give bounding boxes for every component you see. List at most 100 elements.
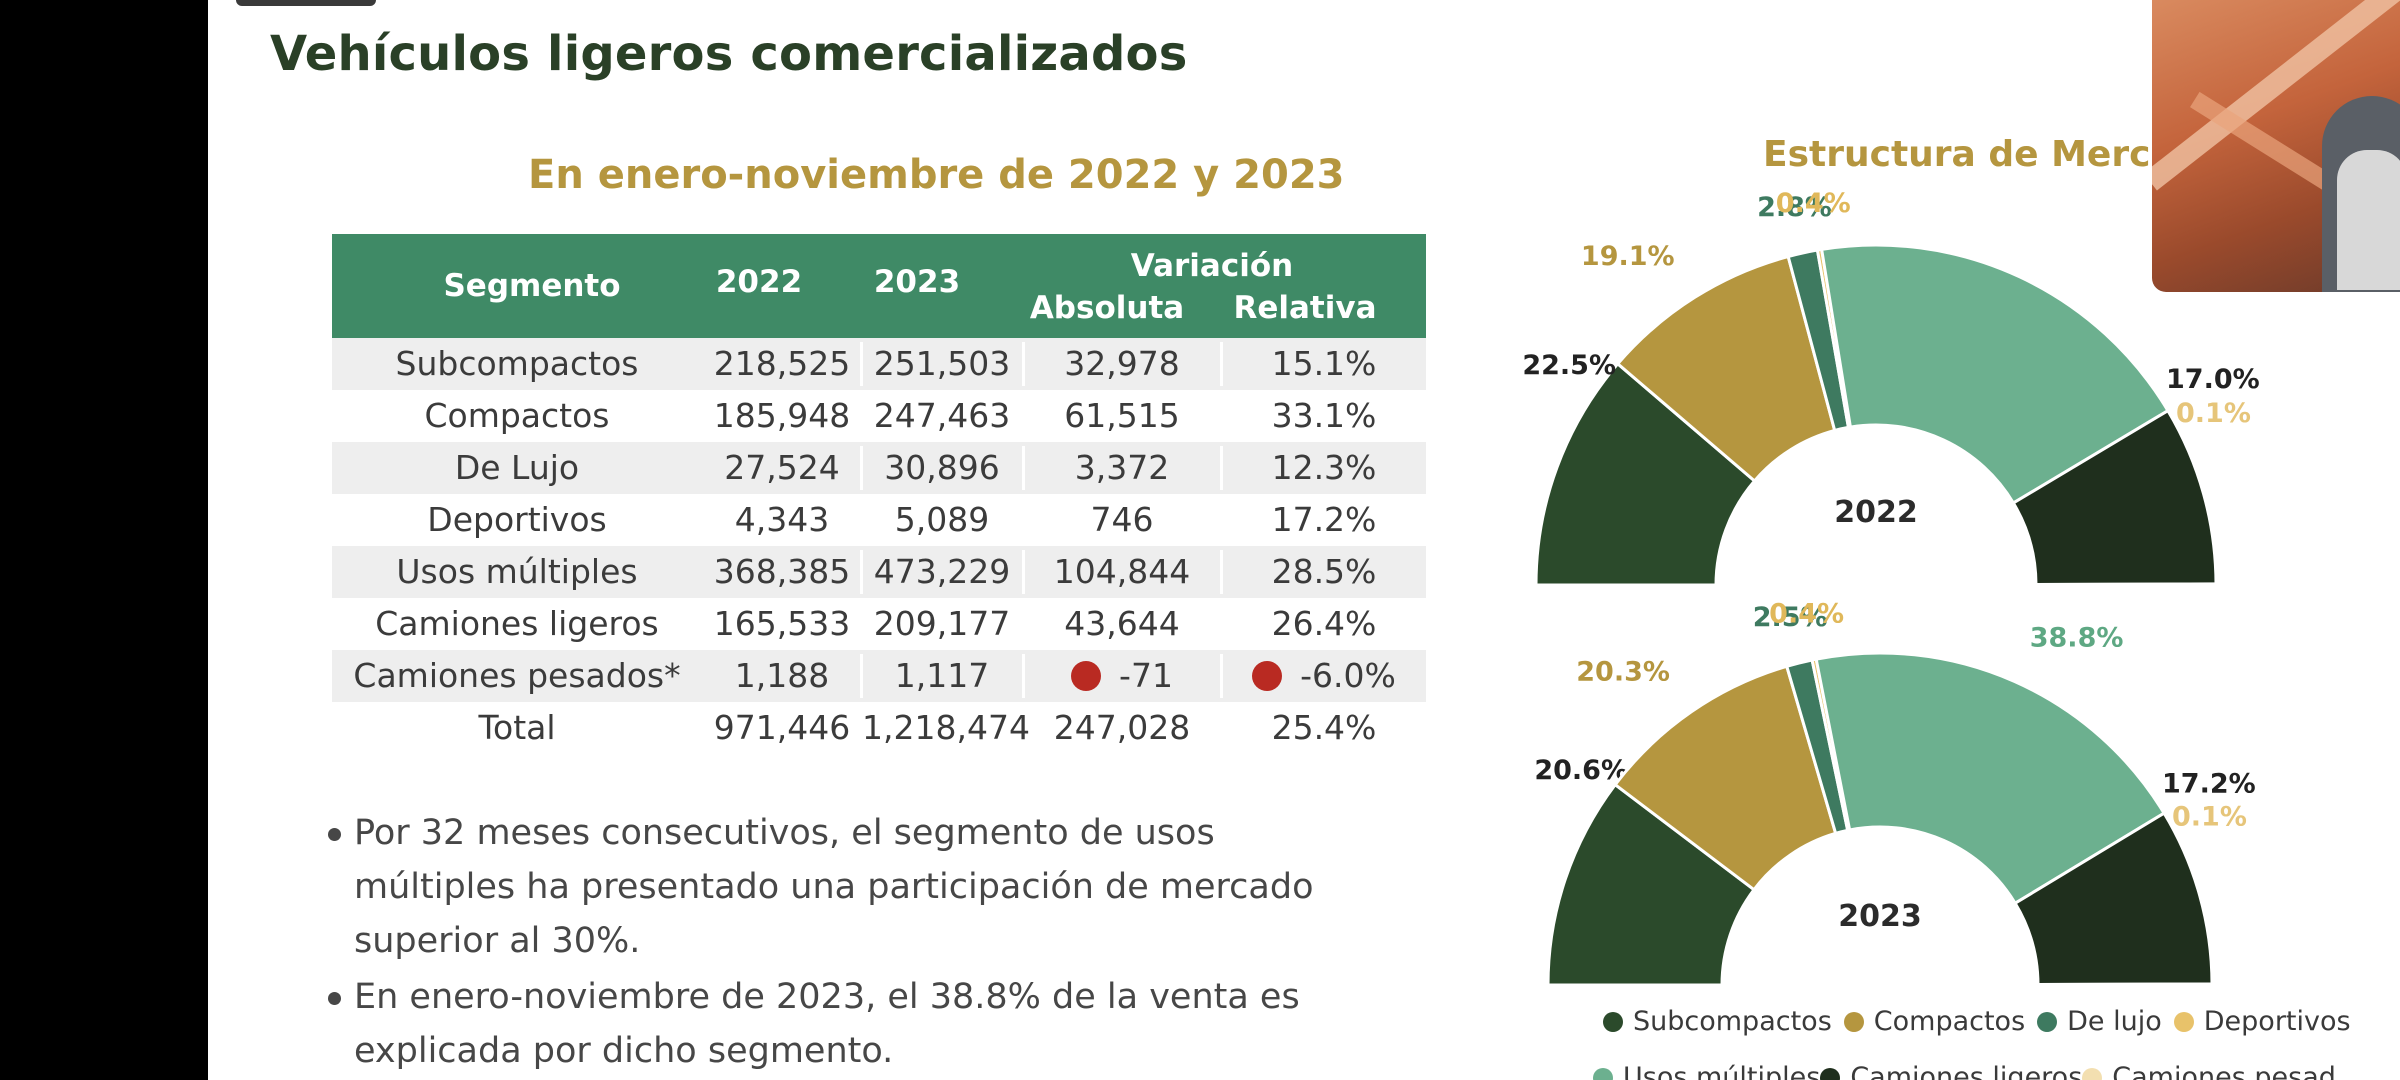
cell-absoluta: 746 (1090, 500, 1154, 539)
legend-swatch (1603, 1012, 1623, 1032)
cell-relativa: 17.2% (1271, 500, 1377, 539)
data-label-1-4: 38.8% (2030, 623, 2124, 654)
table-row: Camiones ligeros 165,533 209,177 43,644 26.4… (332, 598, 1426, 650)
table-subtitle: En enero-noviembre de 2022 y 2023 (528, 152, 1345, 198)
chart-legend-row2: Usos múltiples Camiones ligeros Camiones p… (1593, 1062, 2336, 1080)
cell-segmento: De Lujo (454, 448, 580, 487)
table-row: Camiones pesados* 1,188 1,117 -71 -6.0% (332, 650, 1426, 702)
table-row: Usos múltiples 368,385 473,229 104,844 28.5% (332, 546, 1426, 598)
cell-absoluta: 61,515 (1064, 396, 1180, 435)
market-structure-charts: 22.5%19.1%2.8%0.4%17.0%0.1%202220.6%20.3… (1522, 188, 2260, 987)
data-label-1-6: 0.1% (2172, 802, 2247, 833)
cell-absoluta: -71 (1022, 650, 1222, 702)
table-row: De Lujo 27,524 30,896 3,372 12.3% (332, 442, 1426, 494)
legend-item: Compactos (1843, 1006, 2025, 1037)
legend-swatch (1843, 1012, 1864, 1032)
cell-segmento: Usos múltiples (396, 552, 638, 591)
cell-relativa: 28.5% (1271, 552, 1377, 591)
cell-relativa: 26.4% (1271, 604, 1377, 643)
donut-slice-0-0 (1534, 361, 1757, 587)
data-label-0-1: 19.1% (1581, 241, 1675, 272)
cell-absoluta: 43,644 (1064, 604, 1180, 643)
table-body: Subcompactos 218,525 251,503 32,978 15.1% Com… (332, 338, 1426, 754)
legend-item: Usos múltiples (1593, 1062, 1820, 1080)
legend-item: Camiones pesad (2082, 1062, 2336, 1080)
cell-segmento: Total (478, 708, 556, 747)
data-label-0-3: 0.4% (1776, 188, 1851, 219)
cell-segmento: Deportivos (427, 500, 607, 539)
legend-item: De lujo (2037, 1006, 2162, 1037)
data-label-1-5: 17.2% (2162, 768, 2256, 799)
cell-segmento: Subcompactos (395, 344, 639, 383)
cell-v2022: 185,948 (713, 396, 851, 435)
legend-item: Deportivos (2173, 1006, 2351, 1037)
negative-indicator-icon (1252, 661, 1283, 691)
chart-year-label: 2022 (1834, 495, 1918, 530)
data-label-1-2: 2.5% (1753, 602, 1828, 633)
bullet-list: Por 32 meses consecutivos, el segmento d… (326, 806, 1376, 1080)
cell-v2022: 218,525 (713, 344, 851, 383)
cell-absoluta: 32,978 (1064, 344, 1180, 383)
cell-v2023: 251,503 (873, 344, 1011, 383)
header-segmento: Segmento (443, 268, 621, 304)
legend-swatch (2037, 1012, 2058, 1032)
header-2023: 2023 (873, 264, 961, 300)
table-row: Subcompactos 218,525 251,503 32,978 15.1% (332, 338, 1426, 390)
cell-v2023: 5,089 (894, 500, 990, 539)
bullet-item-2: En enero-noviembre de 2023, el 38.8% de … (326, 970, 1376, 1078)
cell-segmento: Camiones pesados* (353, 656, 681, 695)
data-label-1-1: 20.3% (1576, 656, 1670, 687)
cell-v2023: 473,229 (873, 552, 1011, 591)
cell-segmento: Compactos (424, 396, 610, 435)
webcam-overlay (2152, 0, 2400, 292)
cell-v2022: 4,343 (734, 500, 830, 539)
cell-v2023: 1,218,474 (862, 708, 1030, 747)
cell-v2023: 209,177 (873, 604, 1011, 643)
table-row: Deportivos 4,343 5,089 746 17.2% (332, 494, 1426, 546)
cell-v2022: 971,446 (713, 708, 851, 747)
window-handle[interactable] (236, 0, 376, 6)
legend-swatch (2082, 1068, 2103, 1080)
cell-segmento: Camiones ligeros (375, 604, 659, 643)
header-variacion: Variación (1130, 248, 1294, 284)
cell-v2022: 368,385 (713, 552, 851, 591)
cell-relativa: 12.3% (1271, 448, 1377, 487)
chart-year-label: 2023 (1838, 899, 1922, 934)
table-row: Compactos 185,948 247,463 61,515 33.1% (332, 390, 1426, 442)
data-label-0-5: 17.0% (2166, 364, 2260, 395)
cell-v2022: 27,524 (724, 448, 840, 487)
donut-slice-1-0 (1546, 782, 1757, 987)
legend-swatch (2173, 1012, 2194, 1032)
table-row: Total 971,446 1,218,474 247,028 25.4% (332, 702, 1426, 754)
header-relativa: Relativa (1233, 290, 1377, 326)
data-label-1-0: 20.6% (1534, 755, 1628, 786)
donut-slice-0-4 (1819, 243, 2170, 506)
legend-swatch (1593, 1068, 1613, 1080)
chart-legend-row1: Subcompactos Compactos De lujo Deportivos (1603, 1006, 2363, 1037)
negative-indicator-icon (1071, 661, 1102, 691)
chart-section-title: Estructura de Merc (1763, 134, 2151, 175)
bullet-item-1: Por 32 meses consecutivos, el segmento d… (326, 806, 1376, 968)
data-label-0-0: 22.5% (1522, 350, 1616, 381)
cell-absoluta: 247,028 (1053, 708, 1191, 747)
legend-item: Subcompactos (1603, 1006, 1832, 1037)
legend-item: Camiones ligeros (1820, 1062, 2082, 1080)
slide: Vehículos ligeros comercializados En ene… (208, 0, 2400, 1080)
cell-v2022: 165,533 (713, 604, 851, 643)
donut-slice-1-6 (2036, 982, 2214, 987)
sales-table: Segmento 2022 2023 Variación Absoluta Re… (332, 234, 1426, 754)
cell-v2022: 1,188 (734, 656, 830, 695)
cell-v2023: 1,117 (894, 656, 990, 695)
cell-relativa: -6.0% (1222, 650, 1426, 702)
donut-slice-1-4 (1814, 651, 2167, 906)
cell-relativa: 15.1% (1271, 344, 1377, 383)
legend-swatch (1820, 1068, 1841, 1080)
cell-relativa: 33.1% (1271, 396, 1377, 435)
data-label-0-6: 0.1% (2176, 398, 2251, 429)
header-absoluta: Absoluta (1029, 290, 1185, 326)
data-label-0-2: 2.8% (1757, 192, 1832, 223)
donut-slice-0-6 (2034, 582, 2218, 587)
data-label-1-3: 0.4% (1769, 598, 1844, 629)
cell-absoluta: 3,372 (1074, 448, 1170, 487)
cell-absoluta: 104,844 (1053, 552, 1191, 591)
